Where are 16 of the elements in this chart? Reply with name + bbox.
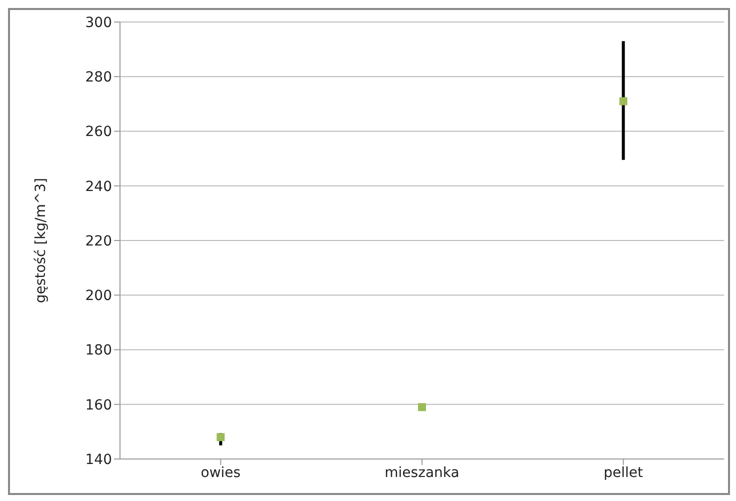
y-tick-label: 300 [85, 14, 112, 31]
y-tick-label: 280 [85, 70, 112, 86]
point [418, 403, 426, 412]
y-axis-title: gęstość [kg/m^3] [32, 178, 49, 304]
y-tick-label: 140 [85, 452, 112, 468]
x-tick-label: pellet [604, 464, 644, 481]
y-tick-label: 160 [85, 397, 112, 414]
point [216, 433, 225, 442]
y-tick-label: 180 [85, 342, 112, 359]
y-tick-label: 200 [85, 288, 112, 304]
y-tick-label: 220 [85, 233, 112, 250]
x-tick-label: owies [200, 464, 241, 481]
y-tick-label: 260 [85, 124, 112, 140]
point [619, 97, 628, 106]
x-tick-label: mieszanka [384, 464, 460, 481]
y-tick-label: 240 [85, 178, 112, 195]
